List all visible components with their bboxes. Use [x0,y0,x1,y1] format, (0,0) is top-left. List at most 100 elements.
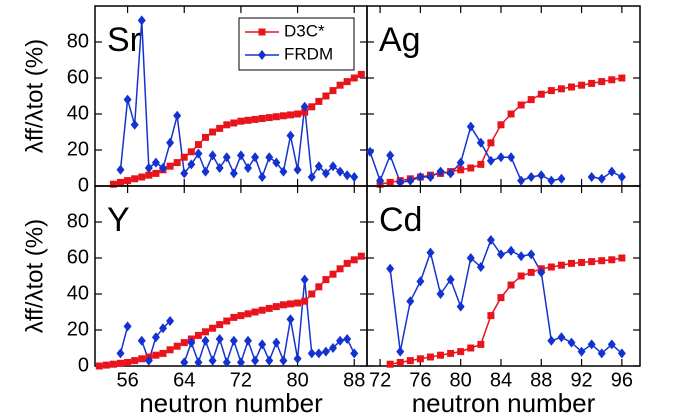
marker [329,270,337,278]
marker [272,303,280,311]
marker [527,96,535,104]
marker [308,290,316,298]
marker [202,133,209,141]
marker [496,152,505,163]
marker [279,355,288,366]
marker [166,316,175,326]
marker [251,152,260,163]
marker [437,351,445,359]
marker [300,274,309,285]
legend-label: FRDM [284,44,333,63]
marker [124,177,132,185]
marker [617,348,626,359]
marker [336,265,344,273]
marker [258,50,266,60]
marker [416,276,425,287]
marker [517,175,526,186]
marker [215,334,224,344]
marker [244,163,252,173]
x-tick-label: 72 [369,369,391,391]
x-tick-label: 88 [530,369,552,391]
marker [396,177,405,188]
marker [350,256,358,264]
marker [194,141,202,149]
marker [131,357,139,365]
marker [230,119,238,127]
y-tick-label: 40 [67,282,89,304]
x-tick-label: 72 [230,369,252,391]
marker [251,355,260,366]
marker [343,78,351,86]
marker [151,157,160,168]
marker [476,137,485,148]
marker [386,150,395,161]
marker [137,335,146,346]
marker [202,328,209,336]
marker [208,150,217,161]
marker [117,178,124,186]
marker [131,175,139,183]
marker [216,124,224,132]
marker [426,247,435,258]
marker [618,254,626,262]
marker [293,353,302,364]
marker [265,355,274,366]
marker [194,331,202,339]
marker [507,152,516,163]
marker [321,346,330,357]
marker [476,262,485,272]
marker [173,110,182,121]
marker [187,148,195,156]
marker [258,172,267,182]
marker [466,253,475,263]
marker [258,115,266,122]
marker [294,299,302,307]
x-tick-label: 80 [450,369,472,391]
marker [447,349,455,357]
marker [130,119,139,130]
marker [578,259,586,266]
panel-frame [94,185,368,367]
marker [416,172,425,182]
marker [307,172,316,182]
x-tick-label: 56 [116,369,138,391]
marker [567,83,575,91]
marker [244,335,252,346]
marker [229,335,238,346]
marker [527,268,535,276]
marker [293,164,302,175]
panel: 0 20 40 60 80 Sr λff/λtot (%) D3C* FRDM [21,5,368,196]
marker [608,76,616,84]
marker [517,101,525,109]
marker [287,300,294,308]
marker [159,349,167,357]
marker [315,97,323,105]
marker [598,78,606,86]
marker [123,321,132,332]
marker [187,337,196,348]
marker [173,159,181,167]
marker [251,308,259,316]
marker [144,163,153,173]
marker [109,180,117,188]
marker [124,358,132,366]
series-line [379,77,622,185]
marker [457,166,465,174]
marker [608,256,616,264]
marker [547,175,556,186]
marker [537,90,545,98]
marker [386,178,394,186]
marker [336,335,345,346]
marker [466,121,475,132]
marker [244,310,252,318]
marker [329,343,337,353]
marker [567,337,576,348]
marker [116,348,125,359]
x-tick-label: 64 [173,369,195,391]
marker [588,258,596,266]
marker [396,358,404,366]
marker [279,112,287,120]
marker [537,170,546,181]
